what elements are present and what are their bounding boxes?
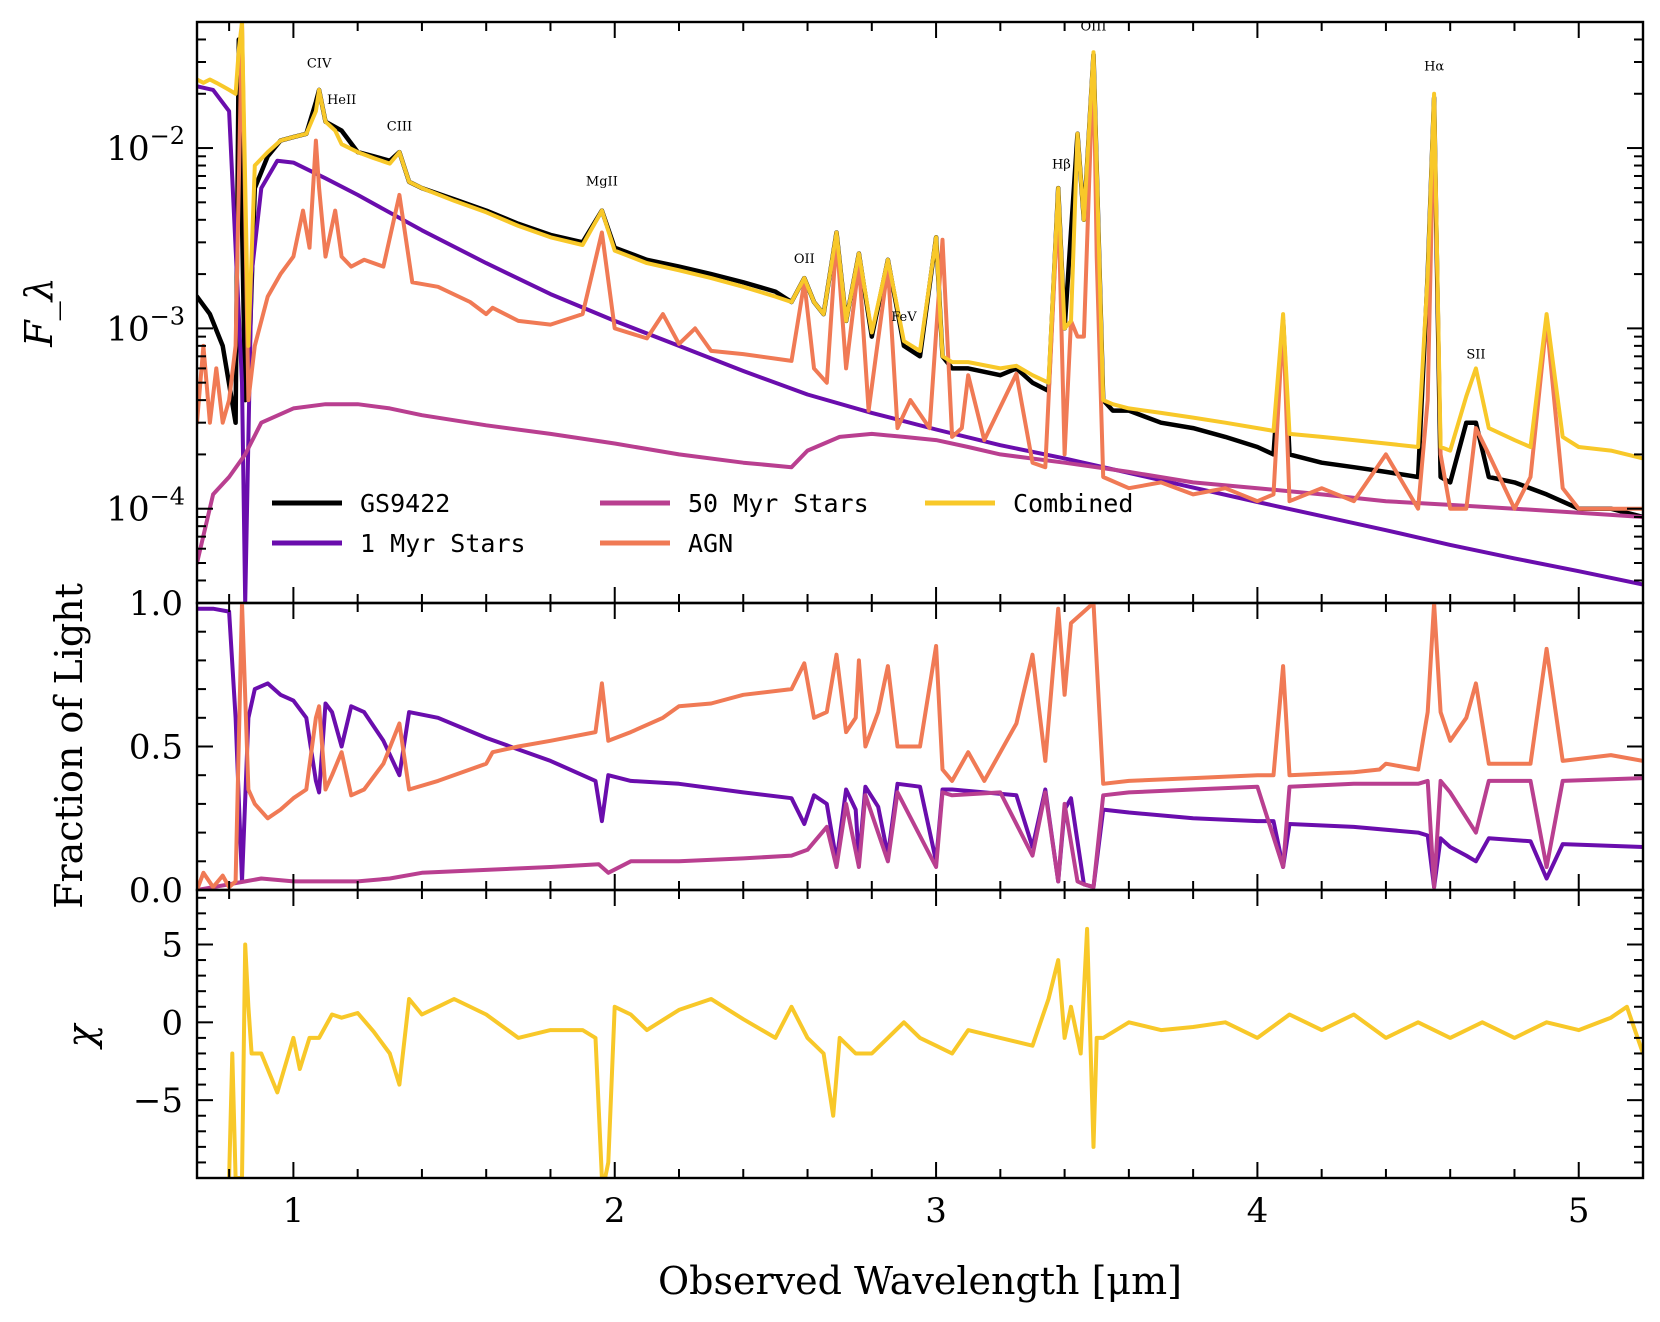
legend-label: 50 Myr Stars [688,489,869,518]
emission-line-label: MgII [586,174,618,189]
emission-line-label: OII [794,252,815,267]
spectrum-y-tick-label: 10−3 [106,302,185,349]
spectrum-series-combined [197,22,1643,461]
residual-y-tick-label: −5 [133,1081,183,1121]
emission-line-label: Hα [1424,59,1444,74]
fraction-y-tick-label: 0.0 [129,871,183,911]
residual-y-tick-label: 0 [161,1003,183,1043]
residual-y-axis-label: χ [59,1023,103,1051]
legend-label: GS9422 [360,489,450,518]
spectrum-series-50-myr-stars [197,402,1643,565]
legend-label: Combined [1013,489,1133,518]
legend: GS9422 1 Myr Stars 50 Myr Stars AGN Combined [272,489,1133,558]
emission-line-label: HeII [327,93,356,108]
residual-y-tick-label: 5 [161,925,183,965]
legend-label: 1 Myr Stars [360,529,526,558]
x-tick-label: 3 [925,1191,947,1231]
fraction-panel: 0.0 0.5 1.0 [129,584,1645,911]
emission-line-label: CIII [387,120,412,135]
fraction-series-50-myr-stars [197,776,1643,890]
x-tick-label: 2 [604,1191,626,1231]
fraction-series-agn [197,603,1643,890]
x-tick-label: 1 [283,1191,305,1231]
legend-label: AGN [688,529,733,558]
fraction-y-tick-label: 1.0 [129,584,183,624]
spectrum-y-tick-label: 10−2 [106,122,185,169]
spectrum-y-tick-label: 10−4 [106,483,185,530]
residual-panel: −5 0 5 1 2 3 4 5 [133,888,1645,1231]
fraction-y-axis-label: Fraction of Light [47,583,91,909]
x-tick-label: 4 [1247,1191,1269,1231]
x-axis-label: Observed Wavelength [μm] [658,1259,1182,1303]
x-tick-label: 5 [1568,1191,1590,1231]
residual-panel-frame [195,888,1645,1180]
emission-line-label: SII [1466,348,1485,363]
residual-series-combined [227,926,1643,1178]
emission-line-label: FeV [891,310,917,325]
emission-line-label: Hβ [1052,158,1071,173]
emission-line-label: CIV [307,56,332,71]
fraction-y-tick-label: 0.5 [129,728,183,768]
spectrum-y-axis-label: F_λ [17,277,62,347]
